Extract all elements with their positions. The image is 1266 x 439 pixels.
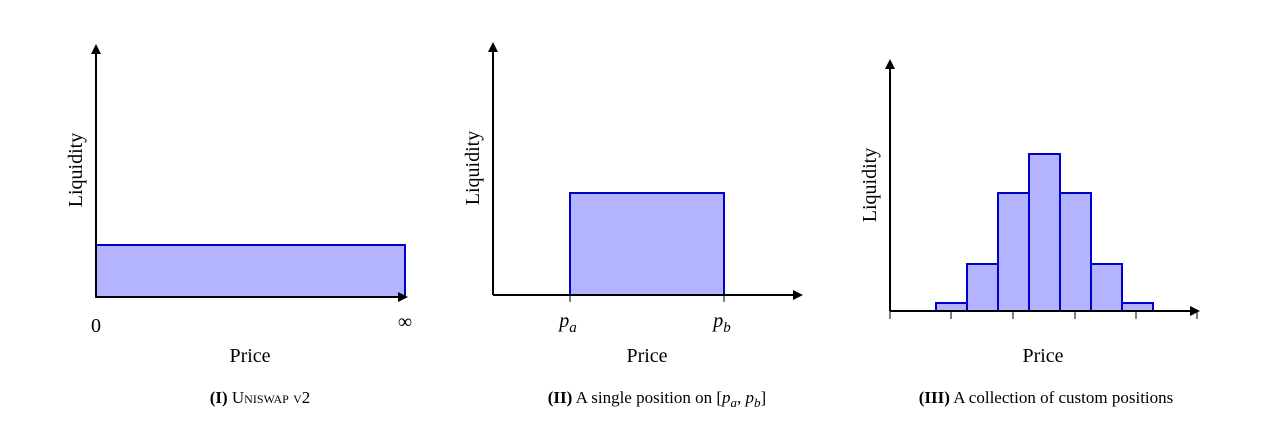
caption-text: A single position on <box>576 388 713 407</box>
x-axis-label: Price <box>229 345 270 367</box>
symbol: p <box>745 388 755 407</box>
caption-number: (I) <box>210 388 228 407</box>
position <box>1059 192 1092 312</box>
position <box>1090 263 1123 312</box>
bracket: ] <box>761 388 767 407</box>
caption: (III) A collection of custom positions <box>919 388 1174 407</box>
caption: (II) A single position on [pa, pb] <box>548 388 766 410</box>
symbol: p <box>721 388 731 407</box>
caption-text: Uniswap v2 <box>232 388 310 407</box>
position <box>1028 153 1061 312</box>
x-tick-label: ∞ <box>398 311 412 333</box>
subscript: b <box>723 320 731 336</box>
caption-text: A collection of custom positions <box>953 388 1173 407</box>
x-axis-label: Price <box>1022 345 1063 367</box>
panel-1: 0 ∞ Liquidity Price (I) Uniswap v2 <box>65 44 412 407</box>
x-tick-label: pb <box>711 310 731 336</box>
caption-number: (III) <box>919 388 950 407</box>
symbol: p <box>711 310 723 332</box>
subscript: a <box>731 395 738 410</box>
x-tick-label: pa <box>557 310 577 336</box>
bracket: [ <box>716 388 722 407</box>
symbol: p <box>557 310 569 332</box>
caption: (I) Uniswap v2 <box>210 388 311 407</box>
position <box>966 263 999 312</box>
x-tick-label: 0 <box>91 315 101 337</box>
subscript: b <box>754 395 761 410</box>
separator: , <box>737 388 741 407</box>
y-axis-label: Liquidity <box>462 131 484 205</box>
y-axis-label: Liquidity <box>65 133 87 207</box>
panel-2: pa pb Liquidity Price (II) A single posi… <box>462 42 803 410</box>
position <box>569 192 725 296</box>
y-axis-label: Liquidity <box>859 148 881 222</box>
position <box>1121 302 1154 312</box>
subscript: a <box>569 320 577 336</box>
position <box>935 302 968 312</box>
position <box>997 192 1030 312</box>
x-axis-label: Price <box>626 345 667 367</box>
liquidity-band <box>95 244 406 298</box>
caption-number: (II) <box>548 388 573 407</box>
panel-3: Liquidity Price (III) A collection of cu… <box>859 59 1200 407</box>
